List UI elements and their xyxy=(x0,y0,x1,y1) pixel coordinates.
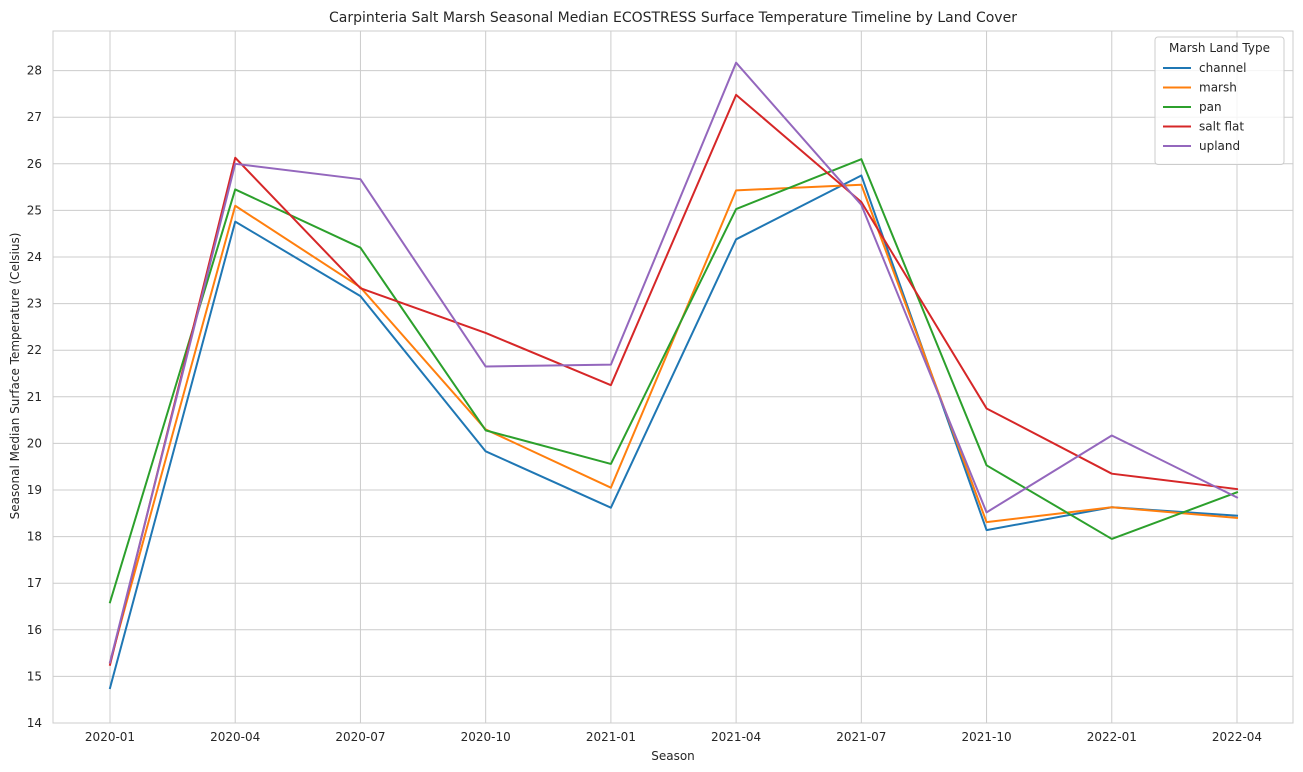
y-tick-label: 27 xyxy=(27,110,42,124)
y-tick-label: 22 xyxy=(27,343,42,357)
y-tick-label: 18 xyxy=(27,530,42,544)
legend-label-salt-flat: salt flat xyxy=(1199,120,1244,134)
y-axis-label: Seasonal Median Surface Temperature (Cel… xyxy=(8,233,22,520)
legend-label-marsh: marsh xyxy=(1199,81,1237,95)
legend: Marsh Land Type channel marsh pan salt flat u… xyxy=(1155,37,1284,165)
y-tick-label: 28 xyxy=(27,64,42,78)
x-tick-label: 2020-10 xyxy=(461,730,511,744)
y-tick-label: 25 xyxy=(27,203,42,217)
legend-label-pan: pan xyxy=(1199,100,1222,114)
x-tick-label: 2021-04 xyxy=(711,730,761,744)
y-tick-label: 14 xyxy=(27,716,42,730)
y-tick-label: 17 xyxy=(27,576,42,590)
legend-label-channel: channel xyxy=(1199,61,1246,75)
x-tick-label: 2022-04 xyxy=(1212,730,1262,744)
x-tick-label: 2020-07 xyxy=(335,730,385,744)
x-tick-label: 2021-10 xyxy=(961,730,1011,744)
y-tick-label: 15 xyxy=(27,669,42,683)
y-tick-label: 23 xyxy=(27,297,42,311)
y-tick-label: 24 xyxy=(27,250,42,264)
y-tick-label: 20 xyxy=(27,436,42,450)
x-axis-label: Season xyxy=(651,749,695,763)
y-tick-label: 16 xyxy=(27,623,42,637)
x-tick-label: 2022-01 xyxy=(1087,730,1137,744)
x-tick-label: 2020-01 xyxy=(85,730,135,744)
y-tick-label: 21 xyxy=(27,390,42,404)
x-tick-label: 2020-04 xyxy=(210,730,260,744)
legend-label-upland: upland xyxy=(1199,139,1240,153)
y-tick-label: 19 xyxy=(27,483,42,497)
y-tick-label: 26 xyxy=(27,157,42,171)
x-tick-label: 2021-01 xyxy=(586,730,636,744)
chart-title: Carpinteria Salt Marsh Seasonal Median E… xyxy=(329,10,1017,26)
legend-title: Marsh Land Type xyxy=(1169,41,1270,55)
x-tick-label: 2021-07 xyxy=(836,730,886,744)
